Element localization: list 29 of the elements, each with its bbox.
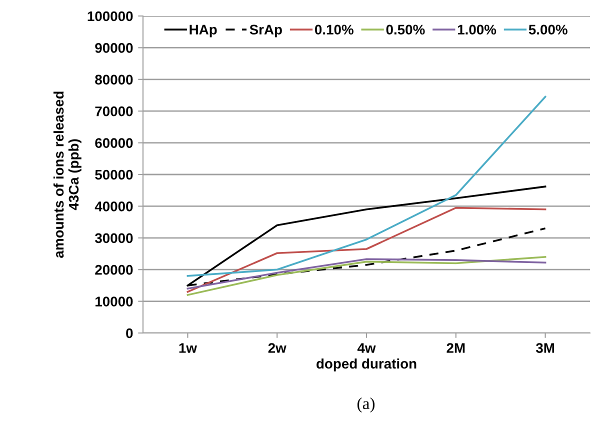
legend-label: 1.00% (458, 24, 496, 35)
line-series (186, 256, 546, 296)
text: (a) (357, 397, 375, 413)
y-tick-label: 100000 (88, 11, 133, 22)
line-series (186, 206, 546, 293)
y-tick-label: 30000 (94, 233, 133, 244)
line-series (186, 96, 546, 277)
legend-label: HAp (190, 24, 217, 38)
y-axis-title: amounts of ions released 43Ca (ppb) (53, 92, 82, 258)
x-tick-label: 3M (536, 343, 554, 353)
y-tick-label: 10000 (96, 296, 133, 306)
x-tick-label: 1w (179, 343, 197, 353)
line-series (186, 258, 546, 290)
y-tick-label: 80000 (95, 74, 133, 85)
x-tick-label: 4w (357, 343, 376, 353)
y-tick-label: 90000 (95, 43, 133, 53)
y-tick-label: 20000 (95, 264, 133, 275)
y-tick-label: 70000 (95, 106, 133, 116)
legend-label: 0.50% (386, 24, 425, 35)
x-axis-title: doped duration (316, 358, 416, 372)
y-tick-label: 0 (126, 328, 133, 338)
legend-label: 5.00% (528, 24, 568, 35)
x-tick-label: 2M (446, 343, 465, 353)
y-tick-label: 40000 (94, 202, 133, 212)
y-tick-label: 50000 (95, 170, 133, 180)
legend-label: SrAp (250, 24, 282, 38)
x-tick-label: 2w (268, 343, 286, 353)
y-tick-label: 60000 (95, 138, 133, 148)
legend-label: 0.10% (314, 24, 354, 35)
